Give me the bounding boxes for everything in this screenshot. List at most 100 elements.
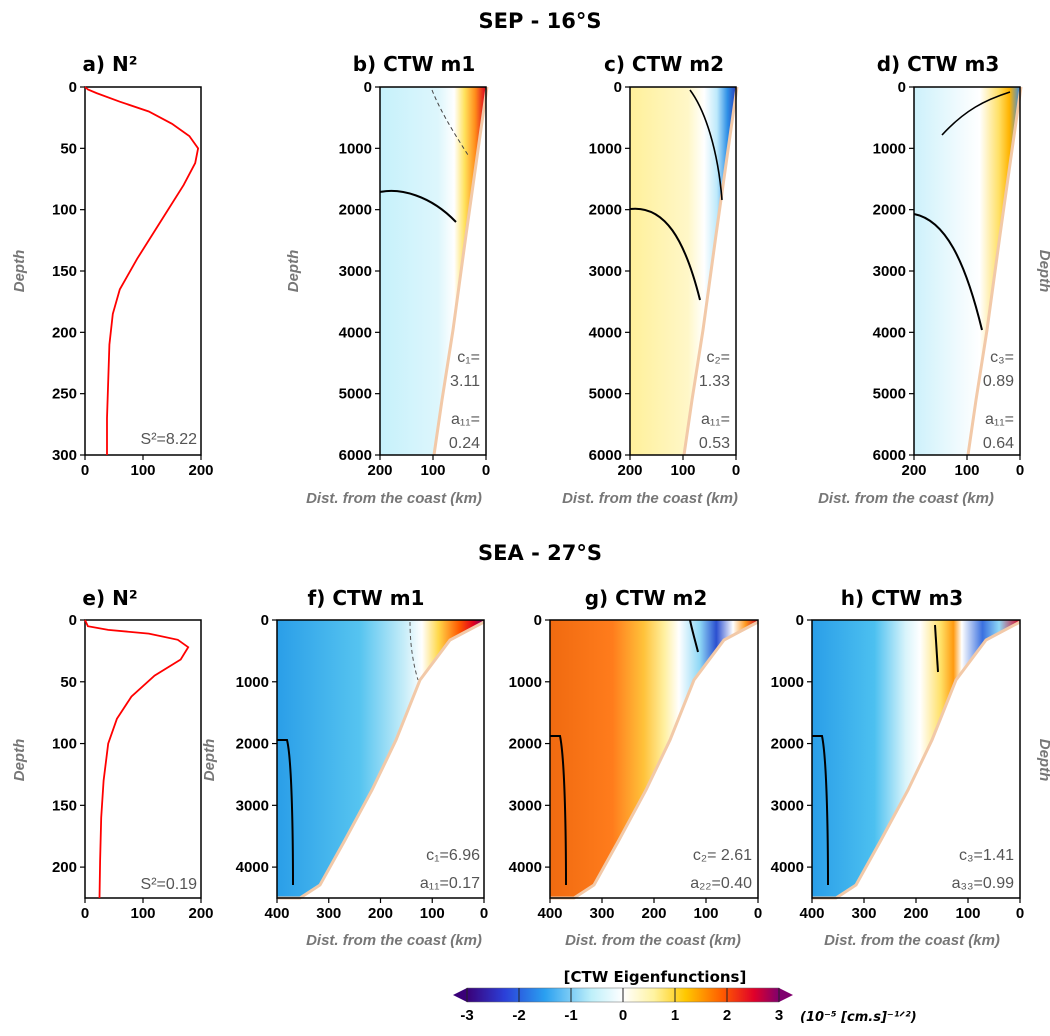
y-tick-label-f-4: 4000	[236, 859, 269, 876]
y-tick-label-g-4: 4000	[509, 859, 542, 876]
y-tick-label-c-6: 6000	[589, 447, 622, 464]
y-tick-label-f-2: 2000	[236, 736, 269, 753]
colorbar-tick-label-6: 3	[775, 1007, 783, 1024]
y-tick-label-h-3: 3000	[771, 797, 804, 814]
a-value-d: 0.64	[983, 435, 1014, 452]
y-tick-label-d-6: 6000	[873, 447, 906, 464]
panel-f-slope-mask	[300, 620, 484, 898]
y-tick-label-d-5: 5000	[873, 386, 906, 403]
x-tick-label-b-2: 0	[482, 462, 490, 479]
colorbar-tick-label-1: -2	[512, 1007, 525, 1024]
c-text-h: c₃=1.41	[959, 847, 1014, 864]
x-axis-label-g: Dist. from the coast (km)	[565, 932, 741, 949]
c-text-f: c₁=6.96	[426, 847, 480, 864]
colorbar: [CTW Eigenfunctions] -3 -2 -1 0 1 2 3 (10⁻⁵ [c…	[453, 968, 917, 1025]
y-tick-label-a-1: 50	[60, 140, 77, 157]
panel-a: 0 100 200 0 50 100 150 200 250 300 S²=8.22 Depth	[11, 79, 214, 479]
y-tick-label-c-0: 0	[614, 79, 622, 96]
x-tick-label-f-3: 100	[420, 905, 445, 922]
panel-d-upper-contour	[941, 91, 1011, 136]
colorbar-right-arrow	[779, 988, 793, 1002]
a-text-g: a₂₂=0.40	[690, 875, 752, 892]
y-tick-label-d-1: 1000	[873, 140, 906, 157]
x-tick-label-e-0: 0	[81, 905, 89, 922]
panel-h-bottom	[812, 620, 1021, 900]
x-tick-label-a-2: 200	[188, 462, 213, 479]
row-title-sep: SEP - 16°S	[478, 9, 601, 33]
x-tick-label-c-1: 100	[670, 462, 695, 479]
y-tick-label-g-3: 3000	[509, 797, 542, 814]
x-tick-label-f-0: 400	[264, 905, 289, 922]
x-axis-label-h: Dist. from the coast (km)	[824, 932, 1000, 949]
colorbar-tick-label-3: 0	[619, 1007, 627, 1024]
y-tick-label-b-0: 0	[364, 79, 372, 96]
n2-profile-line-e	[84, 619, 190, 899]
y-tick-label-b-3: 3000	[339, 263, 372, 280]
y-tick-label-b-2: 2000	[339, 202, 372, 219]
y-tick-label-a-3: 150	[52, 263, 77, 280]
colorbar-units: (10⁻⁵ [cm.s]⁻¹ᐟ²)	[800, 1010, 917, 1025]
x-axis-label-c: Dist. from the coast (km)	[562, 490, 738, 507]
panel-d-zero-contour	[913, 213, 983, 331]
c-value-c: 1.33	[699, 373, 730, 390]
y-tick-label-h-4: 4000	[771, 859, 804, 876]
y-axis-label-e: Depth	[11, 739, 28, 782]
x-tick-label-g-2: 200	[641, 905, 666, 922]
x-axis-label-b: Dist. from the coast (km)	[306, 490, 482, 507]
y-tick-label-f-1: 1000	[236, 674, 269, 691]
panel-g-zero-contour	[550, 735, 567, 886]
panel-title-f: f) CTW m1	[308, 586, 425, 610]
x-tick-label-d-0: 200	[901, 462, 926, 479]
panel-title-a: a) N²	[82, 52, 137, 76]
y-axis-label-f: Depth	[201, 739, 218, 782]
x-axis-label-f: Dist. from the coast (km)	[306, 932, 482, 949]
y-tick-label-a-0: 0	[69, 79, 77, 96]
x-tick-label-h-1: 300	[851, 905, 876, 922]
s2-label-e: S²=0.19	[141, 876, 198, 893]
y-tick-label-e-2: 100	[52, 736, 77, 753]
colorbar-tick-label-5: 2	[723, 1007, 731, 1024]
panel-g-upper-contour	[689, 619, 699, 653]
panel-a-frame	[84, 86, 202, 456]
y-axis-label-b: Depth	[285, 250, 302, 293]
c-label-c: c₂=	[706, 349, 730, 366]
x-tick-label-b-0: 200	[367, 462, 392, 479]
y-tick-label-c-3: 3000	[589, 263, 622, 280]
x-tick-label-d-1: 100	[954, 462, 979, 479]
panel-title-c: c) CTW m2	[604, 52, 724, 76]
y-tick-label-d-2: 2000	[873, 202, 906, 219]
y-tick-label-g-0: 0	[534, 612, 542, 629]
a-label-d: a₁₁=	[985, 411, 1014, 428]
panel-c-bottom	[682, 86, 739, 456]
y-tick-label-b-5: 5000	[339, 386, 372, 403]
y-tick-label-c-5: 5000	[589, 386, 622, 403]
a-label-b: a₁₁=	[451, 411, 480, 428]
y-tick-label-f-0: 0	[261, 612, 269, 629]
x-tick-label-c-0: 200	[617, 462, 642, 479]
x-tick-label-h-4: 0	[1016, 905, 1024, 922]
y-tick-label-b-4: 4000	[339, 324, 372, 341]
x-tick-label-b-1: 100	[420, 462, 445, 479]
x-tick-label-e-2: 200	[188, 905, 213, 922]
panel-g-bottom	[550, 620, 759, 900]
panel-h-slope-mask	[836, 620, 1020, 898]
y-axis-label-a: Depth	[11, 250, 28, 293]
x-tick-label-g-4: 0	[754, 905, 762, 922]
y-tick-label-h-2: 2000	[771, 736, 804, 753]
panel-e: 0 100 200 0 50 100 150 200 S²=0.19 Depth	[11, 612, 214, 922]
row-title-sea: SEA - 27°S	[478, 541, 602, 565]
s2-label-a: S²=8.22	[141, 431, 198, 448]
c-text-g: c₂= 2.61	[693, 847, 752, 864]
colorbar-title: [CTW Eigenfunctions]	[564, 968, 747, 986]
panel-f-bottom	[277, 620, 485, 900]
x-axis-label-d: Dist. from the coast (km)	[818, 490, 994, 507]
y-tick-label-h-1: 1000	[771, 674, 804, 691]
x-tick-label-h-0: 400	[799, 905, 824, 922]
y-tick-label-d-4: 4000	[873, 324, 906, 341]
c-value-d: 0.89	[983, 373, 1014, 390]
